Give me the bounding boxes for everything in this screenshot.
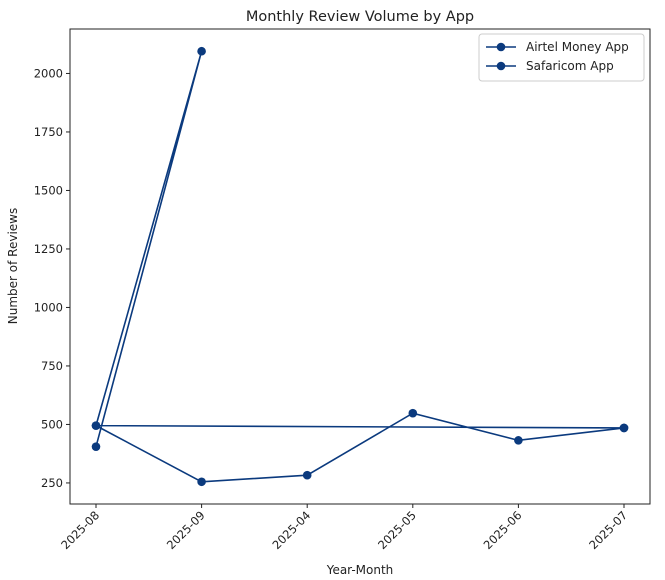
data-point [197,46,206,56]
legend: Airtel Money App Safaricom App [478,33,645,82]
legend-label: Airtel Money App [526,40,629,54]
plot-area-frame [69,28,651,505]
y-tick-label: 1750 [34,125,63,139]
chart-title: Monthly Review Volume by App [246,9,474,25]
data-point [302,470,312,480]
series-line [94,51,625,447]
y-axis: 250 500 750 1000 1250 1500 1750 2000 [34,66,70,490]
data-point [91,421,101,430]
data-point [91,442,101,451]
legend-box [478,33,645,82]
x-tick-label: 2025-05 [375,508,419,552]
x-tick-label: 2025-06 [481,508,525,552]
y-tick-label: 1500 [34,183,63,197]
x-tick-label: 2025-09 [164,508,208,552]
y-tick-label: 2000 [34,66,63,80]
y-tick-label: 1250 [34,242,63,256]
series-line [95,412,625,483]
legend-label: Safaricom App [526,59,614,73]
x-tick-label: 2025-04 [269,508,313,552]
data-point [408,408,418,418]
y-tick-label: 250 [41,476,63,490]
x-axis-label: Year-Month [326,563,394,577]
data-point [514,436,523,445]
legend-marker [496,61,506,71]
y-tick-label: 750 [41,359,63,373]
y-tick-label: 500 [41,417,63,431]
data-point [197,477,206,487]
x-tick-label: 2025-08 [58,508,102,552]
y-tick-label: 1000 [34,300,63,314]
data-point [619,423,629,433]
legend-marker [496,42,506,52]
y-axis-label: Number of Reviews [6,208,20,324]
x-tick-label: 2025-07 [586,508,630,552]
x-axis: 2025-08 2025-09 2025-04 2025-05 2025-06 2025-… [58,504,630,552]
series-layer [91,46,629,487]
